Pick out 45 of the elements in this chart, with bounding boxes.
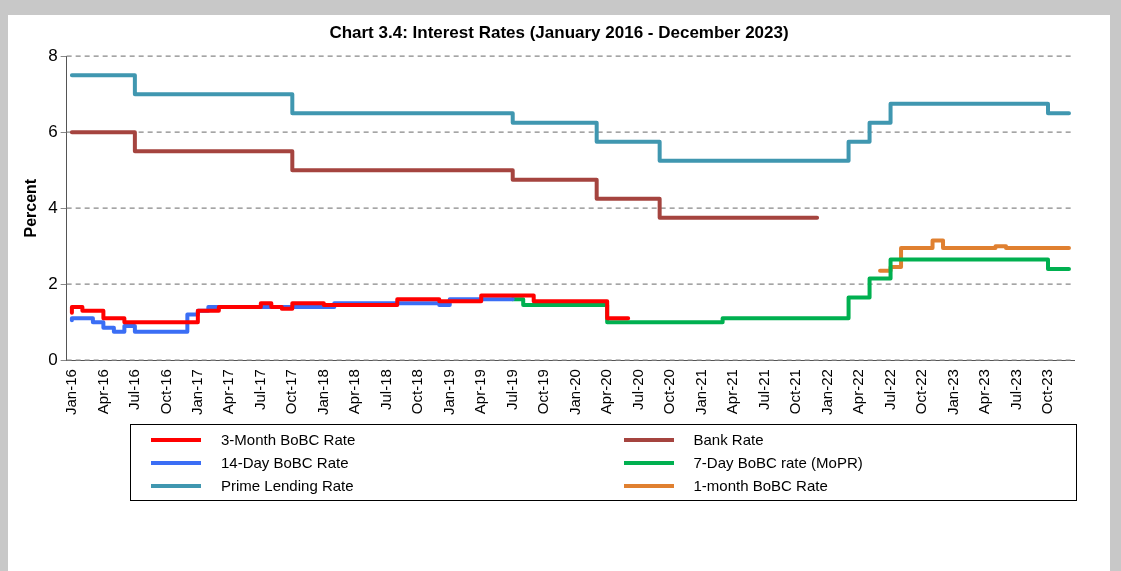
x-tick-label: Jan-16 [62, 369, 80, 416]
legend-label: 7-Day BoBC rate (MoPR) [693, 454, 863, 471]
legend-label: Bank Rate [693, 431, 764, 448]
x-tick-label: Jan-22 [817, 369, 835, 416]
x-tick-label: Jan-20 [565, 369, 583, 416]
x-tick-label: Oct-17 [282, 369, 300, 415]
x-tick-label: Oct-18 [408, 369, 426, 415]
x-tick-label: Oct-22 [912, 369, 930, 415]
x-tick-label: Apr-22 [849, 369, 867, 415]
x-tick-label: Jan-17 [187, 369, 205, 416]
legend-label: 14-Day BoBC Rate [221, 454, 349, 471]
y-tick-label: 0 [48, 349, 58, 369]
x-tick-label: Apr-16 [93, 369, 111, 415]
y-tick-label: 4 [48, 197, 58, 217]
x-tick-label: Oct-21 [786, 369, 804, 415]
x-tick-label: Jul-21 [754, 369, 772, 410]
x-tick-label: Jul-18 [376, 369, 394, 410]
x-tick-label: Oct-23 [1038, 369, 1056, 415]
y-axis-title: Percent [22, 178, 40, 238]
x-tick-label: Apr-18 [345, 369, 363, 415]
x-tick-label: Jan-18 [313, 369, 331, 416]
y-tick-label: 2 [48, 273, 58, 293]
legend-label: 1-month BoBC Rate [693, 477, 828, 494]
legend-label: 3-Month BoBC Rate [221, 431, 356, 448]
x-tick-label: Jan-23 [943, 369, 961, 416]
x-tick-label: Jul-22 [880, 369, 898, 410]
x-tick-label: Apr-20 [597, 369, 615, 415]
x-tick-label: Jul-23 [1006, 369, 1024, 410]
y-tick-label: 6 [48, 121, 58, 141]
legend-label: Prime Lending Rate [221, 477, 354, 494]
x-tick-label: Oct-16 [156, 369, 174, 415]
x-tick-label: Jan-19 [439, 369, 457, 416]
x-tick-label: Jul-19 [502, 369, 520, 410]
y-tick-label: 8 [48, 45, 58, 65]
x-tick-label: Apr-21 [723, 369, 741, 415]
chart-title: Chart 3.4: Interest Rates (January 2016 - December 2023) [328, 23, 790, 43]
x-tick-label: Apr-19 [471, 369, 489, 415]
x-tick-label: Oct-20 [660, 369, 678, 415]
x-tick-label: Jul-16 [125, 369, 143, 410]
x-tick-label: Jan-21 [691, 369, 709, 416]
x-tick-label: Apr-17 [219, 369, 237, 415]
x-tick-label: Oct-19 [534, 369, 552, 415]
x-tick-label: Apr-23 [975, 369, 993, 415]
x-tick-label: Jul-20 [628, 369, 646, 410]
x-tick-label: Jul-17 [250, 369, 268, 410]
